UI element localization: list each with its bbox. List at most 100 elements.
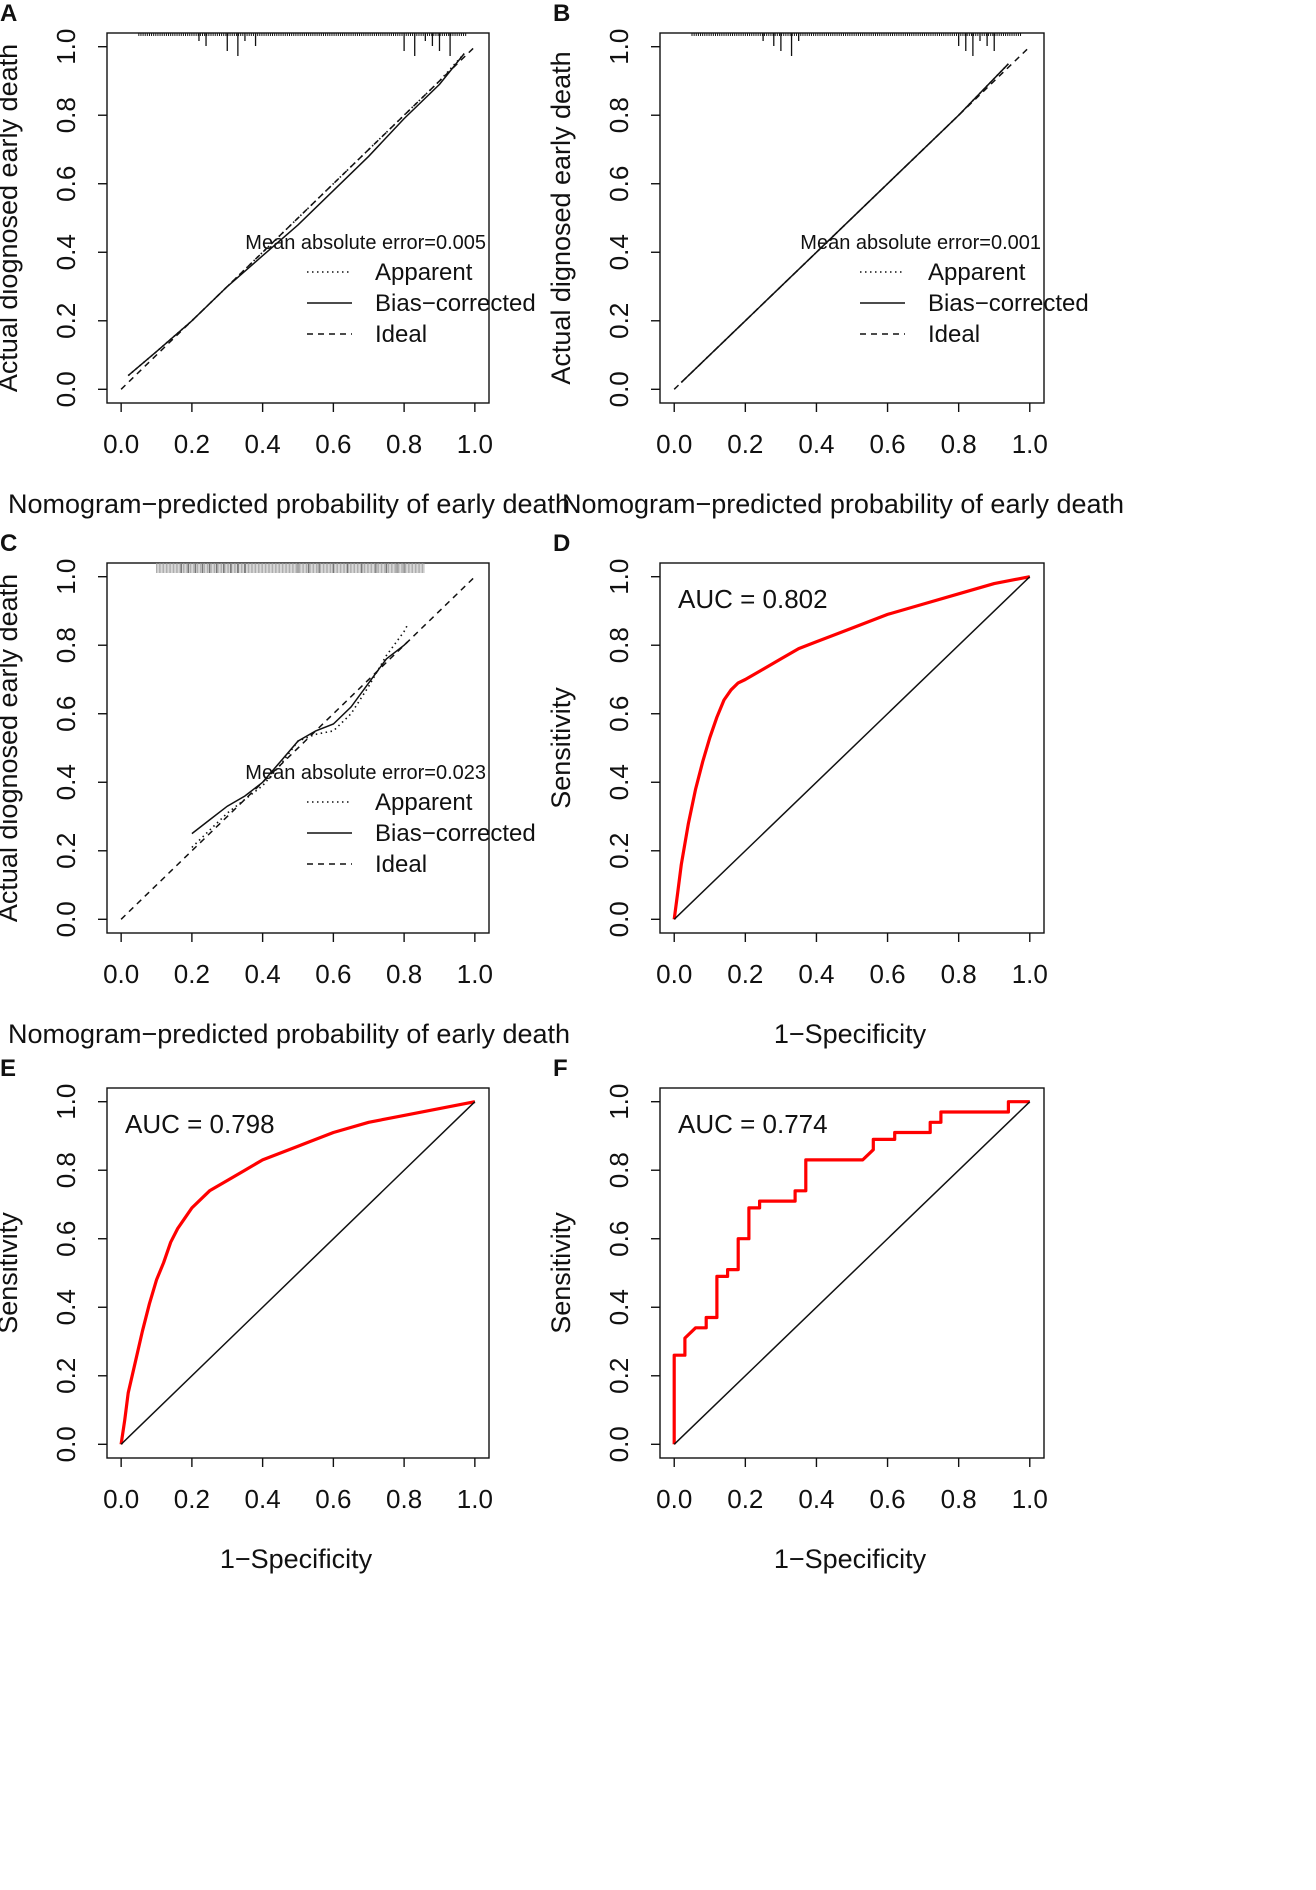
y-tick-label: 0.2 bbox=[604, 303, 634, 339]
legend-label: Ideal bbox=[375, 851, 427, 878]
y-tick-label: 0.6 bbox=[51, 166, 81, 202]
y-tick-label: 0.0 bbox=[51, 1426, 81, 1462]
x-tick-label: 0.4 bbox=[798, 959, 834, 989]
mae-label: Mean absolute error=0.005 bbox=[245, 232, 486, 254]
x-tick-label: 1.0 bbox=[457, 959, 493, 989]
x-tick-label: 0.8 bbox=[386, 429, 422, 459]
y-axis-title: Sensitivity bbox=[0, 1212, 23, 1334]
x-tick-label: 0.0 bbox=[656, 429, 692, 459]
panel-label: C bbox=[0, 530, 17, 557]
y-tick-label: 0.2 bbox=[51, 1358, 81, 1394]
x-axis-title: 1−Specificity bbox=[774, 1019, 927, 1049]
x-tick-label: 0.2 bbox=[174, 959, 210, 989]
x-tick-label: 0.8 bbox=[386, 959, 422, 989]
x-tick-label: 0.2 bbox=[727, 1484, 763, 1514]
rug bbox=[691, 33, 1022, 56]
auc-label: AUC = 0.774 bbox=[678, 1109, 828, 1139]
x-axis-title: Nomogram−predicted probability of early … bbox=[562, 489, 1124, 519]
plot-frame bbox=[659, 1087, 1045, 1459]
auc-label: AUC = 0.798 bbox=[125, 1109, 275, 1139]
series-bias-corrected bbox=[191, 641, 409, 835]
rug bbox=[138, 33, 467, 56]
plot-area bbox=[672, 1100, 1031, 1445]
series-roc bbox=[672, 1100, 1030, 1445]
y-tick-label: 0.8 bbox=[51, 1152, 81, 1188]
panel-a: A 0.0 0.2 0.4 0.6 0.8 1.0 0.0 0.2 0.4 0.6 0.8 1.0 Nom… bbox=[0, 0, 570, 519]
panel-f: F 0.0 0.2 0.4 0.6 0.8 1.0 0.0 0.2 0.4 0.6 0.8 1.0 1−S… bbox=[546, 1055, 1048, 1574]
legend-label: Apparent bbox=[375, 259, 473, 286]
x-tick-label: 0.8 bbox=[386, 1484, 422, 1514]
legend-label: Apparent bbox=[375, 789, 473, 816]
y-tick-label: 1.0 bbox=[604, 1084, 634, 1120]
legend-label: Apparent bbox=[928, 259, 1026, 286]
y-tick-label: 0.6 bbox=[604, 166, 634, 202]
x-tick-label: 0.4 bbox=[245, 429, 281, 459]
y-tick-label: 0.6 bbox=[51, 1221, 81, 1257]
plot-frame bbox=[659, 562, 1045, 934]
y-tick-label: 0.2 bbox=[604, 833, 634, 869]
x-tick-label: 0.4 bbox=[798, 1484, 834, 1514]
x-tick-label: 0.0 bbox=[656, 959, 692, 989]
y-tick-label: 1.0 bbox=[51, 1084, 81, 1120]
x-tick-label: 0.8 bbox=[941, 429, 977, 459]
auc-label: AUC = 0.802 bbox=[678, 584, 828, 614]
y-tick-label: 0.6 bbox=[51, 696, 81, 732]
plot-area bbox=[673, 46, 1031, 390]
y-axis-title: Actual diognosed early death bbox=[0, 44, 23, 392]
y-axis-title: Actual diognosed early death bbox=[0, 574, 23, 922]
y-tick-label: 0.0 bbox=[51, 371, 81, 407]
panel-label: B bbox=[553, 0, 570, 27]
plot-area bbox=[672, 575, 1031, 920]
y-tick-label: 0.6 bbox=[604, 696, 634, 732]
series-ideal bbox=[673, 46, 1031, 390]
x-tick-label: 0.8 bbox=[941, 959, 977, 989]
y-tick-label: 0.4 bbox=[604, 1289, 634, 1325]
series-roc bbox=[672, 575, 1031, 920]
panel-label: A bbox=[0, 0, 17, 27]
legend-label: Bias−corrected bbox=[375, 290, 536, 317]
series-diagonal bbox=[120, 1101, 476, 1445]
y-tick-label: 1.0 bbox=[51, 559, 81, 595]
x-tick-label: 0.6 bbox=[315, 959, 351, 989]
series-bias-corrected bbox=[127, 53, 465, 377]
x-tick-label: 1.0 bbox=[1012, 1484, 1048, 1514]
y-tick-label: 1.0 bbox=[604, 559, 634, 595]
x-tick-label: 1.0 bbox=[457, 429, 493, 459]
mae-label: Mean absolute error=0.001 bbox=[800, 232, 1041, 254]
x-tick-label: 0.2 bbox=[174, 429, 210, 459]
y-tick-label: 0.2 bbox=[51, 303, 81, 339]
legend-label: Ideal bbox=[375, 321, 427, 348]
x-tick-label: 0.0 bbox=[103, 1484, 139, 1514]
x-tick-label: 1.0 bbox=[457, 1484, 493, 1514]
x-tick-label: 0.0 bbox=[103, 429, 139, 459]
mae-label: Mean absolute error=0.023 bbox=[245, 762, 486, 784]
y-axis-title: Sensitivity bbox=[546, 687, 576, 809]
legend-label: Bias−corrected bbox=[375, 820, 536, 847]
y-tick-label: 0.0 bbox=[604, 1426, 634, 1462]
y-tick-label: 0.8 bbox=[604, 1152, 634, 1188]
x-axis-title: Nomogram−predicted probability of early … bbox=[8, 489, 570, 519]
y-tick-label: 0.0 bbox=[51, 901, 81, 937]
x-tick-label: 0.2 bbox=[174, 1484, 210, 1514]
plot-area bbox=[120, 46, 476, 390]
y-tick-label: 0.8 bbox=[51, 97, 81, 133]
y-tick-label: 0.8 bbox=[604, 627, 634, 663]
legend-label: Ideal bbox=[928, 321, 980, 348]
x-tick-label: 0.4 bbox=[245, 959, 281, 989]
y-tick-label: 0.2 bbox=[604, 1358, 634, 1394]
x-tick-label: 0.2 bbox=[727, 959, 763, 989]
x-tick-label: 0.4 bbox=[245, 1484, 281, 1514]
y-tick-label: 0.4 bbox=[51, 764, 81, 800]
panel-label: E bbox=[0, 1055, 16, 1082]
y-tick-label: 0.4 bbox=[51, 234, 81, 270]
series-diagonal bbox=[673, 576, 1031, 920]
y-tick-label: 0.0 bbox=[604, 901, 634, 937]
x-tick-label: 0.6 bbox=[315, 1484, 351, 1514]
x-tick-label: 0.6 bbox=[315, 429, 351, 459]
y-tick-label: 0.0 bbox=[604, 371, 634, 407]
x-tick-label: 0.6 bbox=[869, 1484, 905, 1514]
panel-b: B 0.0 0.2 0.4 0.6 0.8 1.0 0.0 0.2 0.4 0.6 0.8 1.0 Nom… bbox=[546, 0, 1124, 519]
x-tick-label: 1.0 bbox=[1012, 429, 1048, 459]
y-tick-label: 0.8 bbox=[604, 97, 634, 133]
